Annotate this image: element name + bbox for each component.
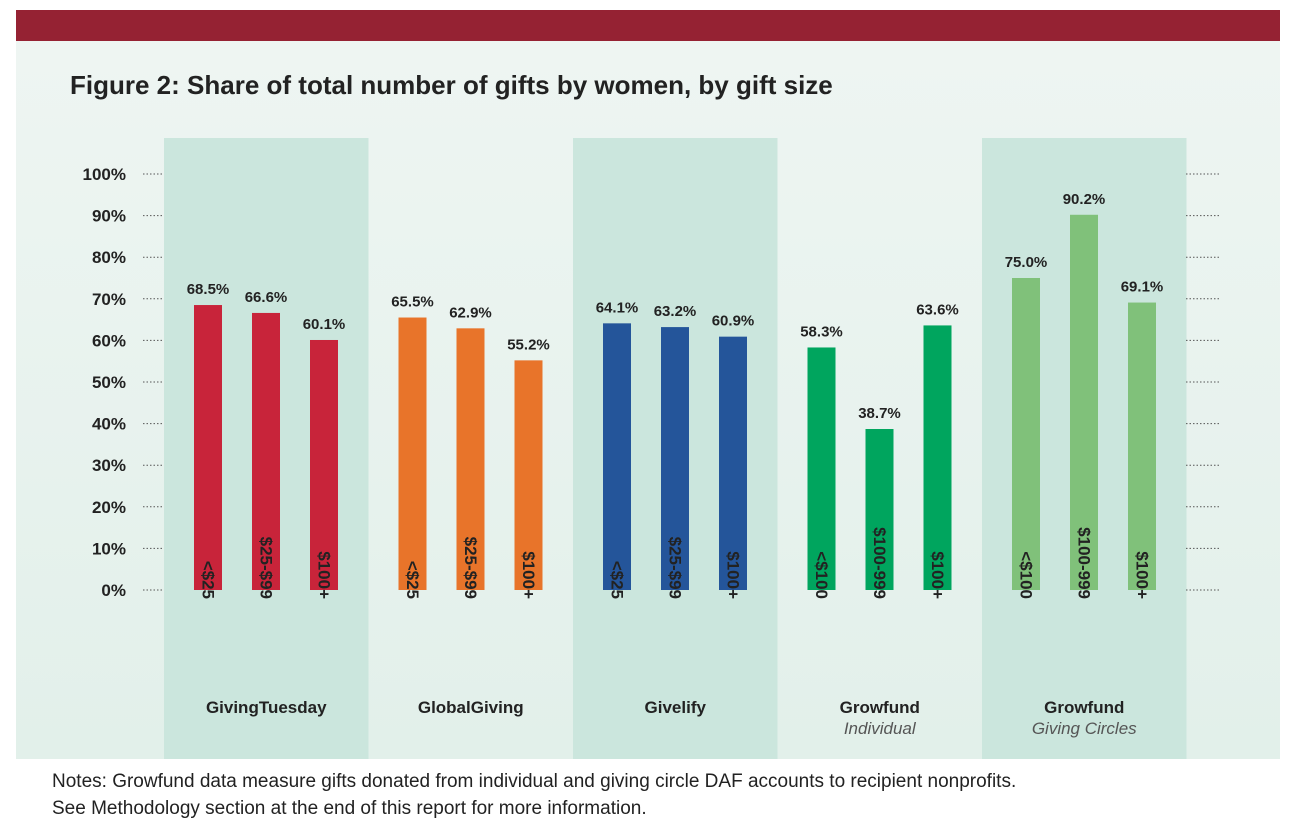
y-tick-label: 20% [92, 498, 126, 517]
bar-0-0 [194, 305, 222, 590]
bar-2-1 [661, 327, 689, 590]
note-line-1: Notes: Growfund data measure gifts donat… [52, 771, 1017, 792]
category-label: $100+ [724, 551, 743, 599]
y-tick-label: 70% [92, 290, 126, 309]
group-label: GivingTuesday [206, 698, 327, 717]
note-line-2: See Methodology section at the end of th… [52, 798, 647, 819]
category-label: $25-$99 [257, 537, 276, 599]
bar-1-2 [514, 360, 543, 590]
category-label: <$25 [608, 561, 627, 599]
y-tick-label: 100% [83, 165, 126, 184]
group-sublabel: Individual [844, 719, 917, 738]
y-tick-label: 10% [92, 539, 126, 558]
bar-3-2 [923, 325, 952, 590]
bar-1-0 [398, 317, 427, 590]
category-label: <$25 [199, 561, 218, 599]
y-tick-label: 0% [101, 581, 126, 600]
bar-4-2 [1128, 302, 1156, 590]
bar-3-1 [865, 429, 894, 590]
figure-title-text: Share of total number of gifts by women,… [187, 70, 833, 100]
data-label: 65.5% [391, 294, 434, 311]
category-label: $100+ [519, 551, 538, 599]
category-label: $100-999 [870, 527, 889, 599]
bar-2-0 [603, 323, 631, 590]
data-label: 60.1% [303, 316, 346, 333]
bar-4-0 [1012, 278, 1040, 590]
figure-number: Figure 2: [70, 70, 180, 100]
group-label: GlobalGiving [418, 698, 524, 717]
data-label: 55.2% [507, 336, 550, 353]
group-label: Givelify [645, 698, 707, 717]
bar-3-0 [807, 347, 836, 590]
y-tick-label: 30% [92, 456, 126, 475]
bar-1-1 [456, 328, 485, 590]
group-label: Growfund [1044, 698, 1124, 717]
group-sublabel: Giving Circles [1032, 719, 1137, 738]
data-label: 68.5% [187, 281, 230, 298]
y-tick-label: 40% [92, 415, 126, 434]
category-label: <$100 [812, 551, 831, 599]
chart-title: Figure 2: Share of total number of gifts… [70, 70, 833, 101]
data-label: 63.2% [654, 303, 697, 320]
data-label: 90.2% [1063, 191, 1106, 208]
y-tick-label: 60% [92, 331, 126, 350]
group-label: Growfund [840, 698, 920, 717]
y-tick-label: 80% [92, 248, 126, 267]
data-label: 63.6% [916, 301, 959, 318]
data-label: 58.3% [800, 323, 843, 340]
data-label: 66.6% [245, 289, 288, 306]
data-label: 38.7% [858, 405, 901, 422]
category-label: <$100 [1017, 551, 1036, 599]
data-label: 75.0% [1005, 254, 1048, 271]
bar-4-1 [1070, 214, 1098, 590]
data-label: 69.1% [1121, 279, 1164, 296]
category-label: $100-999 [1075, 527, 1094, 599]
category-label: <$25 [403, 561, 422, 599]
data-label: 62.9% [449, 304, 492, 321]
notes: Notes: Growfund data measure gifts donat… [52, 768, 1016, 822]
bar-0-1 [252, 312, 280, 590]
y-tick-label: 50% [92, 373, 126, 392]
category-label: $25-$99 [666, 537, 685, 599]
category-label: $100+ [1133, 551, 1152, 599]
header-bar [16, 10, 1280, 41]
data-label: 64.1% [596, 299, 639, 316]
category-label: $25-$99 [461, 537, 480, 599]
y-tick-label: 90% [92, 207, 126, 226]
bar-2-2 [719, 336, 747, 590]
category-label: $100+ [928, 551, 947, 599]
category-label: $100+ [315, 551, 334, 599]
bar-0-2 [310, 339, 338, 590]
data-label: 60.9% [712, 313, 755, 330]
